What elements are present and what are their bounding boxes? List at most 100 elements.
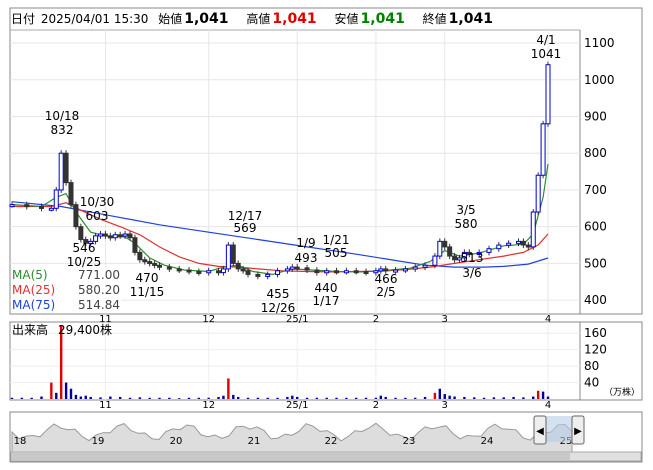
price-tick-label: 400 [584,293,607,307]
volume-bar [438,388,442,399]
ma25-group [12,202,549,273]
volume-axis-labels: 40 80 120 160 出来高 29,400株 （万株） [12,322,640,398]
annotation-date: 4/1 [536,33,555,47]
volume-bar [69,388,73,399]
candle [461,251,467,259]
annotation-value: 513 [461,251,484,265]
overview-navigator[interactable]: 1819202122232425◀▶ [10,415,642,462]
candle [73,204,79,228]
high-value: 1,041 [272,11,317,27]
annotation-date: 3/6 [462,266,481,280]
annotation-value: 470 [136,271,159,285]
annotation-date: 10/18 [45,109,80,123]
candle [63,152,69,184]
volume-bar [276,397,279,399]
gridlines [10,30,580,400]
annotation-value: 546 [73,241,96,255]
volume-bar [128,397,132,399]
volume-bar [394,397,397,399]
volume-date-tick-label: 4 [545,400,551,411]
annotation-date: 10/25 [67,255,102,269]
volume-bar [296,396,299,399]
volume-bar [99,397,102,399]
annotation-value: 493 [295,251,318,265]
candle [363,270,369,274]
candle [373,270,379,274]
volume-bar [232,394,235,399]
date-axis-labels: 11 11 12 12 25/1 25/1 2 2 3 3 4 4 [99,314,551,411]
volume-bar [20,397,24,399]
candle [112,234,118,239]
candle [314,269,320,274]
overview-scrollbar-thumb[interactable] [12,453,570,460]
volume-date-tick-label: 2 [373,400,379,411]
candle [255,273,261,277]
legend-name: MA(25) [12,283,55,297]
candle [437,240,443,257]
annotation-value: 832 [51,123,74,137]
price-tick-label: 1000 [584,73,615,87]
candle [78,226,84,241]
candle [476,251,482,255]
candle [225,244,231,270]
candle [515,240,521,244]
candle [206,270,212,274]
date-label: 日付 [11,12,36,26]
candle [432,255,438,266]
annotation-date: 3/5 [456,203,475,217]
volume-bar [532,396,535,399]
candle [157,264,163,268]
annotation-date: 10/30 [80,195,115,209]
overview-label: 20 [170,436,183,447]
date-tick-label: 4 [545,314,551,325]
candle [216,270,222,274]
overview-right-handle[interactable] [571,415,585,445]
candle [447,246,453,257]
candle [422,264,428,268]
annotation-value: 569 [234,221,257,235]
volume-panel-frame [9,321,643,401]
candle [452,255,458,261]
volume-bar [207,397,210,399]
candle [127,233,133,239]
candle [122,233,128,237]
volume-bar [345,397,348,399]
legend-bg [11,283,121,297]
candle [496,244,502,250]
volume-bar [541,391,545,399]
volume-bar [148,397,151,399]
volume-bar [227,378,230,399]
volume-bar [237,396,240,399]
volume-bar [158,397,161,399]
volume-bar [448,395,451,399]
overview-panel-frame [9,411,643,463]
date-tick-label: 25/1 [286,314,308,325]
date-tick-label: 11 [99,314,112,325]
candle [235,262,241,270]
volume-bar [168,397,171,399]
candle [343,270,349,274]
candle [102,233,108,237]
candle [535,174,541,213]
open-label: 始値 [158,12,183,26]
volume-bar [512,396,515,399]
date-tick-label: 12 [202,314,215,325]
annotation-date: 2/5 [376,285,395,299]
volume-current: 29,400株 [58,322,112,337]
overview-label: 19 [92,436,105,447]
legend-name: MA(5) [12,268,48,282]
legend-bg [11,268,121,282]
candle [383,268,389,272]
volume-bar [423,396,427,399]
date-value: 2025/04/01 15:30 [40,12,149,26]
legend-name: MA(75) [12,298,55,312]
candle [48,207,54,211]
overview-label: 23 [403,436,416,447]
volume-bar [30,397,33,399]
candle [240,268,246,272]
volume-unit: （万株） [604,386,640,398]
overview-left-handle[interactable] [533,415,547,445]
overview-label: 24 [481,436,494,447]
price-axis-labels: 400 500 600 700 800 900 1000 1100 [584,36,615,307]
candle [289,266,295,270]
